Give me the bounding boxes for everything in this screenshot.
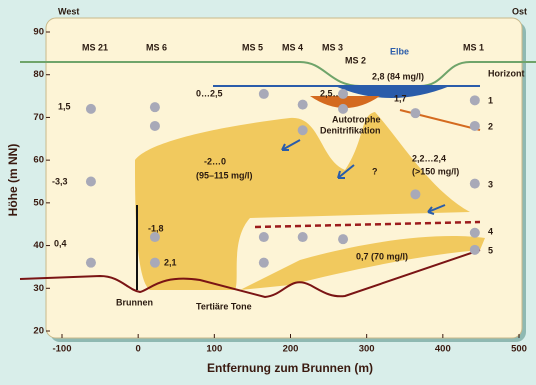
x-axis-title: Entfernung zum Brunnen (m): [207, 361, 373, 375]
annotation: (95–115 mg/l): [196, 170, 253, 180]
annotation: Autotrophe: [332, 114, 381, 124]
annotation: MS 3: [322, 42, 343, 52]
annotation: 0,4: [54, 238, 67, 248]
point: [150, 121, 160, 131]
x-tick-label: 400: [435, 344, 451, 355]
annotation: 2,8 (84 mg/l): [372, 71, 424, 81]
point: [298, 232, 308, 242]
annotation: Elbe: [390, 46, 409, 56]
page: {"chart_data": {"type": "scatter", "xlab…: [0, 0, 536, 385]
point: [470, 228, 480, 238]
x-tick-label: -100: [52, 344, 71, 355]
x-tick-label: 200: [283, 344, 299, 355]
point: [86, 177, 96, 187]
annotation: ?: [372, 166, 378, 176]
annotation: MS 21: [82, 42, 108, 52]
annotation: 0…2,5: [196, 88, 223, 98]
annotation: 1,5: [58, 101, 71, 111]
annotation: Brunnen: [116, 297, 153, 307]
annotation: Ost: [512, 6, 527, 16]
annotation: 2: [488, 121, 493, 131]
point: [470, 121, 480, 131]
point: [410, 189, 420, 199]
y-tick-label: 40: [33, 240, 44, 251]
y-tick-label: 20: [33, 326, 44, 337]
point: [150, 258, 160, 268]
annotation: West: [58, 6, 79, 16]
point: [470, 179, 480, 189]
x-tick-label: 300: [359, 344, 375, 355]
x-tick-label: 0: [136, 344, 141, 355]
point: [298, 125, 308, 135]
annotation: MS 6: [146, 42, 167, 52]
annotation: MS 4: [282, 42, 303, 52]
annotation: -3,3: [52, 176, 68, 186]
annotation: Denitrifikation: [320, 125, 381, 135]
annotation: MS 5: [242, 42, 263, 52]
annotation: MS 2: [345, 55, 366, 65]
point: [338, 104, 348, 114]
point: [150, 102, 160, 112]
point: [259, 232, 269, 242]
y-tick-label: 50: [33, 197, 44, 208]
annotation: (>150 mg/l): [412, 166, 459, 176]
annotation: 1,7: [394, 93, 407, 103]
annotation: 2,2…2,4: [412, 153, 446, 163]
annotation: 2,1: [164, 257, 177, 267]
annotation: -2…0: [204, 156, 226, 166]
annotation: 5: [488, 245, 493, 255]
y-tick-label: 80: [33, 69, 44, 80]
point: [410, 108, 420, 118]
annotation: -1,8: [148, 223, 164, 233]
point: [86, 258, 96, 268]
point: [86, 104, 96, 114]
y-tick-label: 30: [33, 283, 44, 294]
x-tick-label: 500: [511, 344, 527, 355]
point: [338, 234, 348, 244]
point: [259, 89, 269, 99]
point: [338, 89, 348, 99]
annotation: 1: [488, 95, 493, 105]
y-tick-label: 90: [33, 27, 44, 38]
annotation: 0,7 (70 mg/l): [356, 251, 408, 261]
annotation: 3: [488, 179, 493, 189]
point: [259, 258, 269, 268]
point: [470, 245, 480, 255]
y-axis-title: Höhe (m NN): [6, 144, 20, 217]
x-tick-label: 100: [206, 344, 222, 355]
point: [470, 95, 480, 105]
chart: West Ost MS 21 MS 6 MS 5 MS 4 MS 3 MS 2 …: [0, 0, 536, 385]
y-tick-label: 60: [33, 155, 44, 166]
y-tick-label: 70: [33, 112, 44, 123]
annotation: Tertiäre Tone: [196, 301, 252, 311]
annotation: MS 1: [463, 42, 484, 52]
annotation: Horizont: [488, 68, 525, 78]
annotation: 4: [488, 226, 493, 236]
point: [150, 232, 160, 242]
point: [298, 100, 308, 110]
